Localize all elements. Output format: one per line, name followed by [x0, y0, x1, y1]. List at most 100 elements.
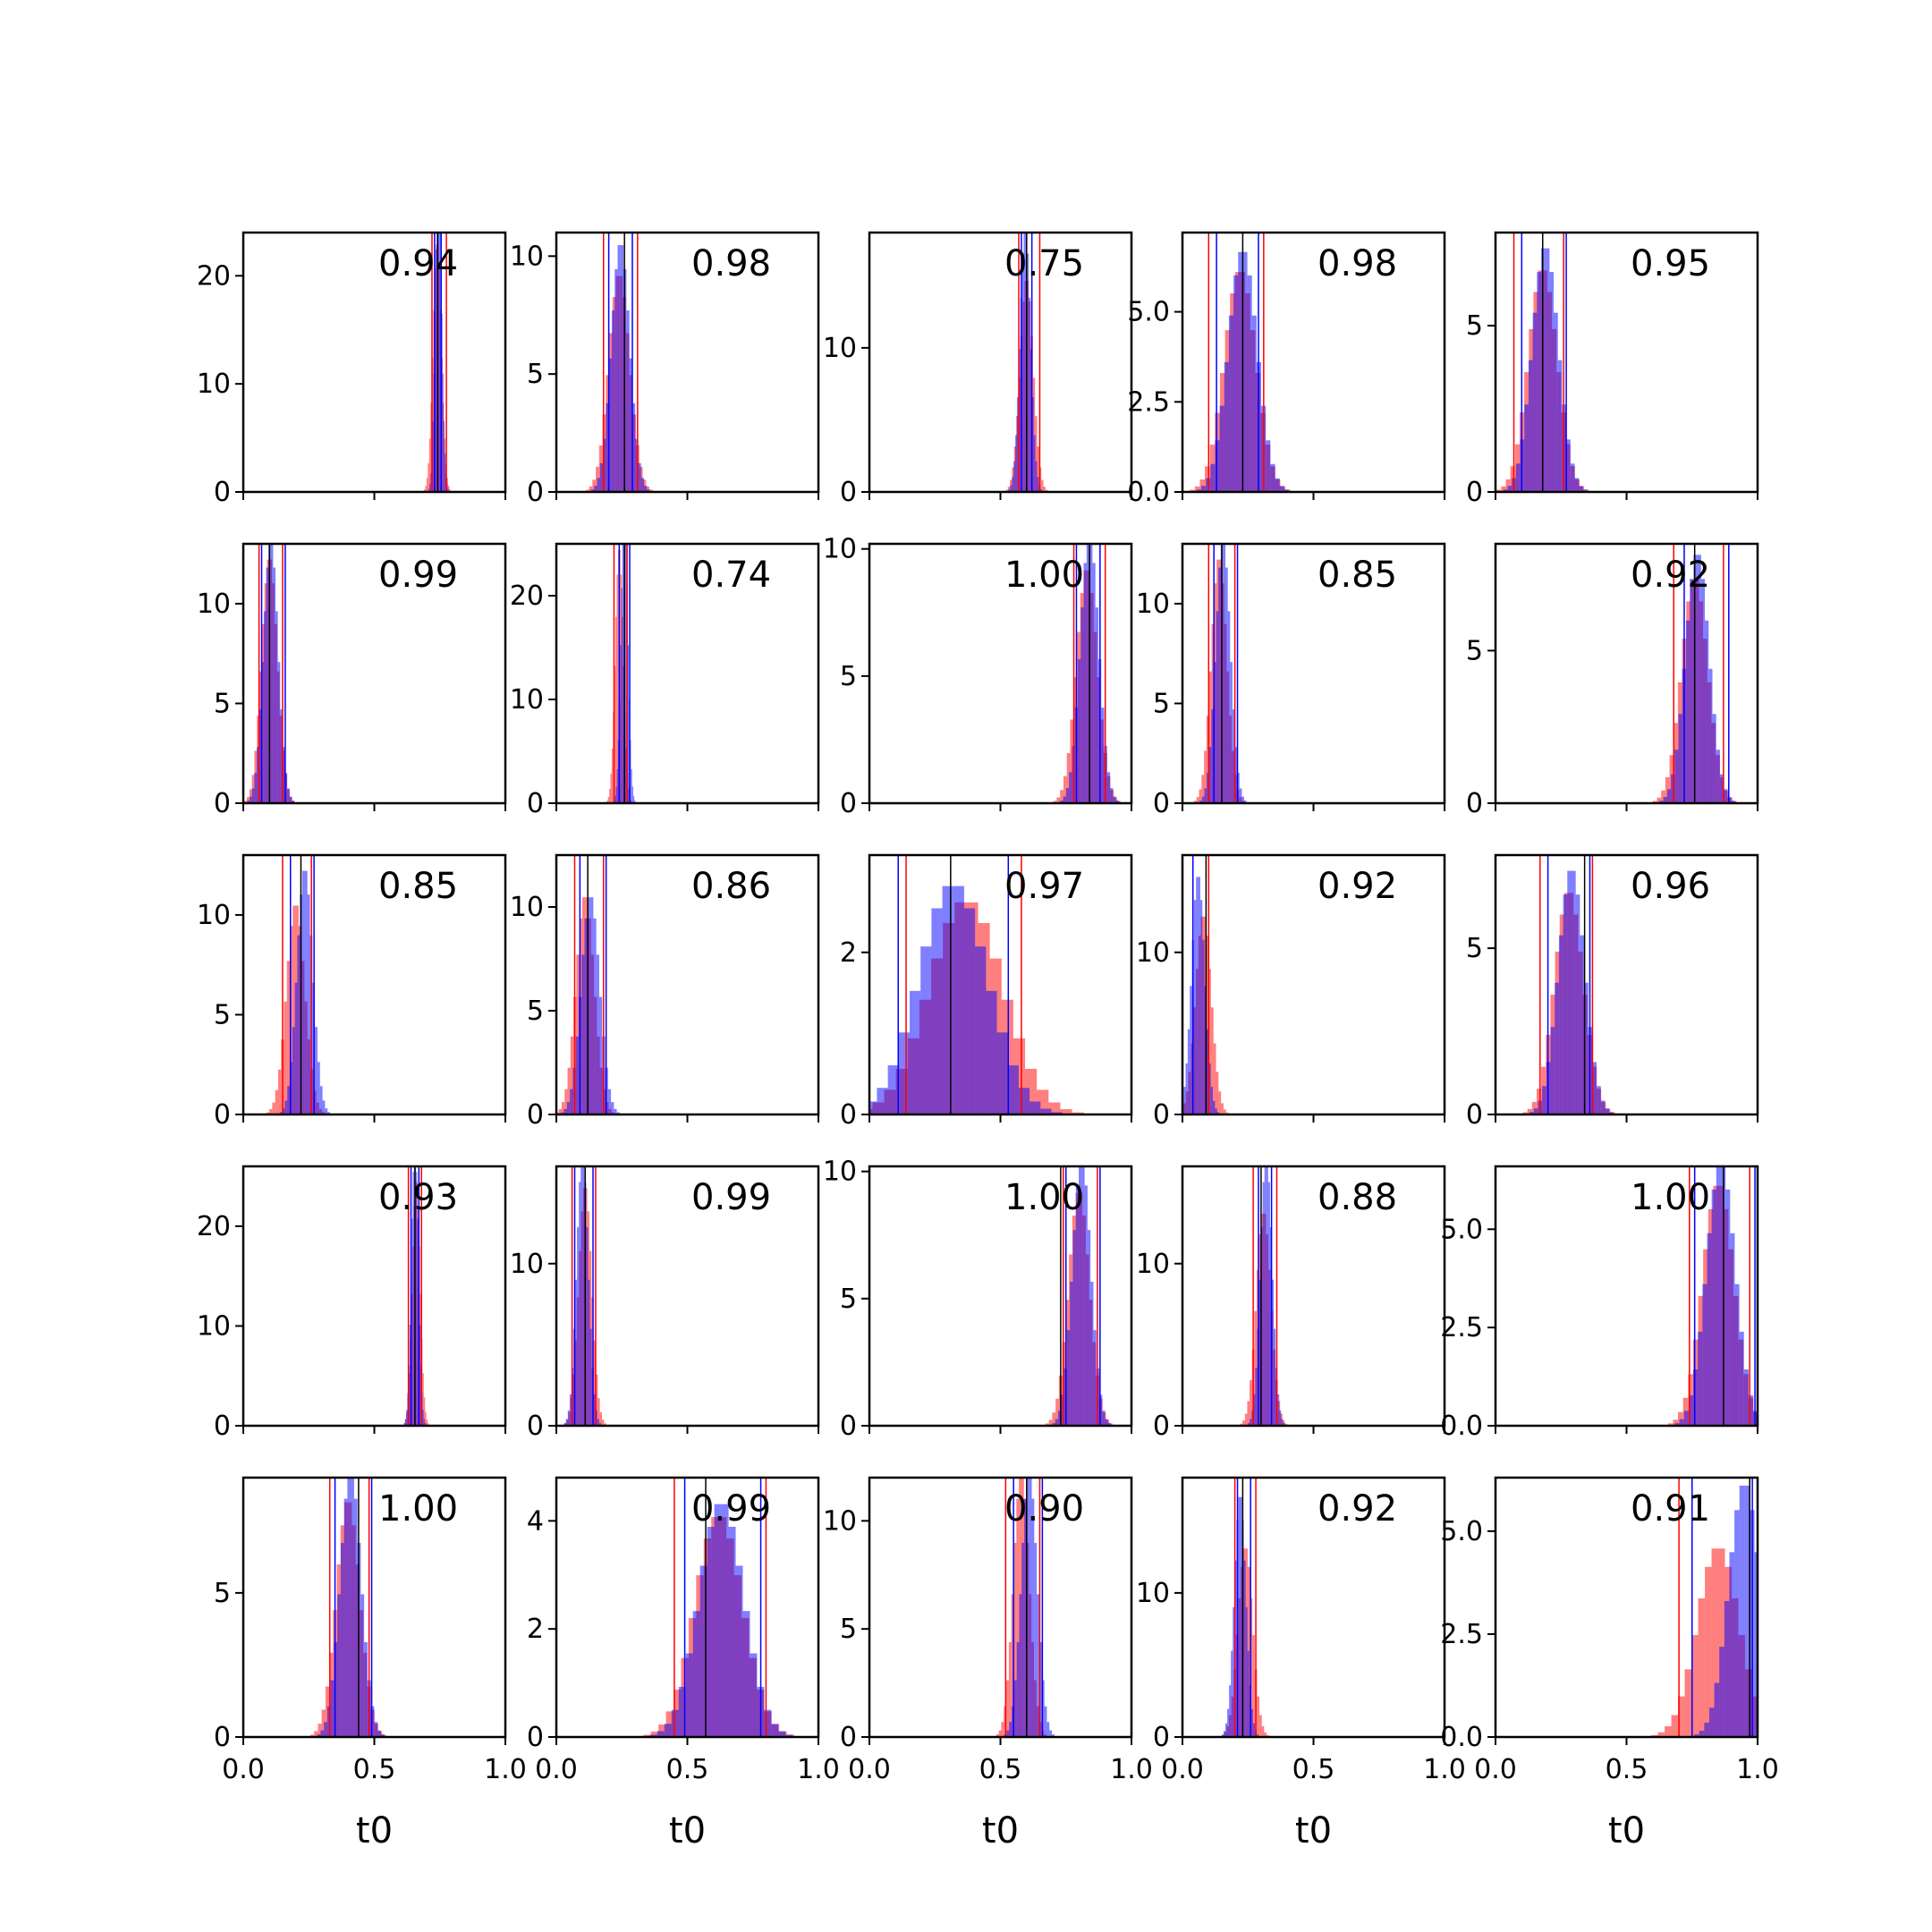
blue-bar [1229, 1685, 1232, 1737]
panel-frame [555, 231, 820, 494]
y-tick-label: 5 [840, 1614, 857, 1645]
blue-bar [322, 1100, 326, 1114]
blue-bar [586, 1227, 589, 1426]
red-bar [1013, 1542, 1017, 1737]
blue-bar [714, 1504, 722, 1737]
blue-bar [1241, 796, 1245, 803]
blue-bar [595, 1410, 597, 1426]
red-bar [1661, 790, 1665, 803]
blue-bar [1671, 774, 1675, 803]
x-axis-label: t0 [669, 1810, 706, 1852]
blue-bar [1600, 1100, 1606, 1114]
red-bar [272, 1102, 275, 1114]
red-bar [1261, 1726, 1265, 1737]
plot-area [1651, 1478, 1785, 1737]
blue-bar [1780, 1723, 1785, 1737]
red-bar [1684, 1669, 1692, 1737]
red-bar [1718, 1548, 1725, 1737]
blue-bar [1262, 1182, 1265, 1426]
blue-bar [1712, 714, 1716, 803]
blue-bar [1731, 801, 1735, 803]
red-bar [1008, 1642, 1012, 1737]
blue-bar [1218, 567, 1221, 803]
blue-bar [1729, 1552, 1735, 1737]
blue-bar [1281, 1419, 1284, 1426]
y-tick-label: 5 [527, 996, 544, 1027]
blue-bar [621, 588, 623, 803]
y-tick-label: 0 [527, 477, 544, 508]
blue-bar [598, 1422, 601, 1426]
red-bar [426, 1419, 428, 1426]
y-tick-label: 5.0 [1127, 297, 1170, 328]
blue-bar [257, 747, 259, 803]
blue-bar [1566, 439, 1571, 492]
blue-bar [963, 908, 976, 1114]
panel-3: 0 10 0.75 [823, 231, 1133, 508]
panel-annotation: 0.99 [691, 1177, 771, 1218]
panel-6: 0 5 10 0.99 [197, 542, 507, 819]
blue-bar [1571, 870, 1576, 1114]
blue-bar [304, 870, 308, 1114]
blue-bar [1033, 435, 1036, 492]
red-bar [1055, 1398, 1059, 1426]
blue-bar [1234, 747, 1238, 803]
x-tick-label: 0.0 [1161, 1754, 1204, 1785]
blue-bar [1284, 489, 1289, 492]
red-bar [1264, 1732, 1267, 1737]
red-bar [1035, 416, 1038, 492]
panel-annotation: 0.74 [691, 555, 771, 596]
blue-bar [1007, 1065, 1019, 1114]
blue-bar [607, 1089, 612, 1114]
red-bar [1063, 775, 1067, 803]
red-bar [1193, 801, 1197, 803]
blue-bar [424, 1422, 427, 1426]
red-bar [310, 1734, 315, 1737]
blue-bar [1183, 1087, 1186, 1114]
panel-10: 050.92 [1466, 542, 1759, 819]
blue-bar [442, 373, 444, 492]
blue-bar [1762, 1423, 1767, 1426]
blue-bar [325, 1108, 328, 1114]
blue-bar [436, 233, 438, 492]
blue-bar [1013, 461, 1016, 492]
red-bar [595, 1374, 598, 1426]
red-bar [561, 1102, 565, 1114]
blue-bar [577, 1227, 580, 1426]
blue-bar [1697, 555, 1701, 803]
blue-bar [1240, 1496, 1242, 1737]
red-bar [1001, 1722, 1004, 1737]
blue-bar [887, 1065, 899, 1114]
blue-bar [1046, 1722, 1050, 1737]
red-bar [423, 1397, 426, 1426]
panel-annotation: 0.98 [691, 243, 771, 284]
blue-bar [1575, 894, 1580, 1114]
blue-bar [1087, 1230, 1091, 1426]
red-bar [1052, 1412, 1056, 1426]
blue-bar [1223, 544, 1226, 803]
red-bar [658, 1724, 666, 1737]
blue-bar [251, 788, 255, 803]
red-bar [1056, 797, 1061, 803]
blue-bar [438, 233, 440, 492]
blue-bar [1052, 1734, 1055, 1737]
panel-2: 0 5 10 0.98 [510, 231, 820, 508]
panel-7: 0 10 20 0.74 [510, 542, 820, 819]
red-bar [426, 478, 428, 492]
blue-bar [1016, 1642, 1020, 1737]
blue-bar [1107, 1423, 1112, 1426]
y-tick-label: 0.0 [1440, 1411, 1483, 1442]
panel-annotation: 1.00 [378, 1488, 458, 1530]
blue-bar [1010, 485, 1013, 492]
panel-16: 0 10 20 0.93 [197, 1165, 507, 1442]
x-axis-label: t0 [1608, 1810, 1645, 1852]
blue-bar [699, 1565, 708, 1737]
red-bar [1758, 1715, 1766, 1737]
y-tick-label: 10 [197, 589, 231, 620]
blue-bar [647, 489, 650, 492]
panel-frame [1181, 1165, 1446, 1428]
panel-11: 0 5 10 0.85 [197, 853, 507, 1131]
panel-21: 0 5 0.0 0.5 1.0 1.00 t0 [214, 1476, 527, 1852]
blue-bar [1193, 900, 1197, 1114]
red-bar [996, 1734, 999, 1737]
panel-25: 0.0 2.5 5.0 0.0 0.5 1.0 0.91 t0 [1440, 1476, 1785, 1852]
